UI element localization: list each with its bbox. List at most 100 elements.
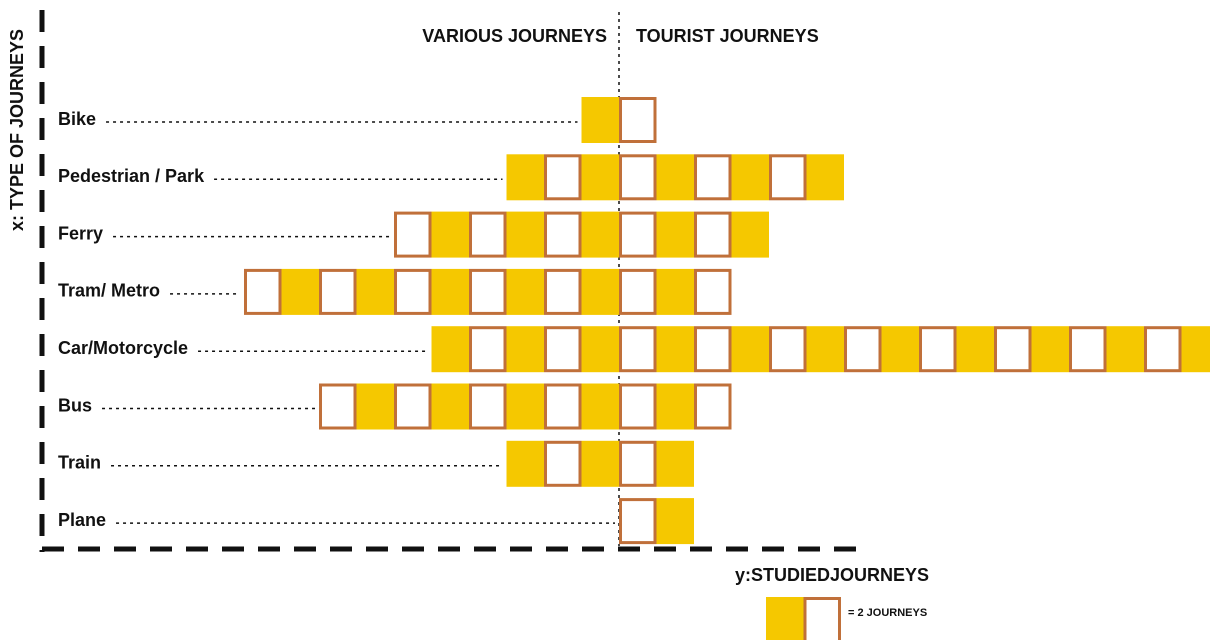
square xyxy=(394,268,432,315)
bar xyxy=(619,440,694,487)
square xyxy=(731,326,769,373)
square xyxy=(544,268,582,315)
square xyxy=(319,383,357,430)
square xyxy=(469,211,507,258)
square xyxy=(694,268,732,315)
square xyxy=(731,154,769,201)
square xyxy=(656,268,694,315)
square xyxy=(431,268,469,315)
category-label: Bike xyxy=(58,109,96,129)
square xyxy=(581,326,619,373)
bar xyxy=(619,97,657,143)
square xyxy=(994,326,1032,373)
square xyxy=(803,597,841,640)
category-label: Tram/ Metro xyxy=(58,281,160,301)
square xyxy=(319,268,357,315)
series-header: TOURIST JOURNEYS xyxy=(636,26,819,46)
square xyxy=(881,326,919,373)
square xyxy=(356,268,394,315)
square xyxy=(956,326,994,373)
bar xyxy=(619,268,732,315)
bar xyxy=(506,440,619,487)
square xyxy=(619,97,657,143)
square xyxy=(919,326,957,373)
square xyxy=(469,268,507,315)
square xyxy=(544,326,582,373)
square xyxy=(506,154,544,201)
square xyxy=(694,211,732,258)
square xyxy=(619,440,657,487)
square xyxy=(656,326,694,373)
bar xyxy=(619,211,769,258)
square xyxy=(356,383,394,430)
square xyxy=(544,154,582,201)
square xyxy=(431,326,469,373)
bar xyxy=(619,154,844,201)
square xyxy=(244,268,282,315)
square xyxy=(619,326,657,373)
square xyxy=(656,498,694,545)
square xyxy=(694,326,732,373)
series-header: VARIOUS JOURNEYS xyxy=(422,26,607,46)
square xyxy=(506,211,544,258)
y-axis-label: x: TYPE OF JOURNEYS xyxy=(7,29,27,231)
square xyxy=(431,383,469,430)
square xyxy=(394,383,432,430)
square xyxy=(1181,326,1210,373)
square xyxy=(731,211,769,258)
square xyxy=(694,154,732,201)
square xyxy=(506,268,544,315)
category-label: Bus xyxy=(58,395,92,415)
bar xyxy=(619,498,694,545)
square xyxy=(581,268,619,315)
bar xyxy=(244,268,619,315)
square xyxy=(656,383,694,430)
square xyxy=(469,383,507,430)
category-label: Pedestrian / Park xyxy=(58,166,205,186)
square xyxy=(619,211,657,258)
square xyxy=(544,440,582,487)
square xyxy=(619,498,657,545)
category-label: Car/Motorcycle xyxy=(58,338,188,358)
square xyxy=(806,326,844,373)
square xyxy=(506,440,544,487)
square xyxy=(581,440,619,487)
square xyxy=(581,97,619,143)
category-label: Ferry xyxy=(58,223,103,243)
square xyxy=(581,211,619,258)
legend-icon xyxy=(766,597,841,640)
bar xyxy=(581,97,619,143)
bar xyxy=(431,326,619,373)
bar xyxy=(319,383,619,430)
square xyxy=(656,440,694,487)
bar xyxy=(619,326,1210,373)
square xyxy=(1069,326,1107,373)
square xyxy=(619,383,657,430)
square xyxy=(544,211,582,258)
square xyxy=(506,326,544,373)
square xyxy=(766,597,804,640)
bar xyxy=(394,211,619,258)
square xyxy=(656,154,694,201)
square xyxy=(844,326,882,373)
square xyxy=(806,154,844,201)
square xyxy=(431,211,469,258)
square xyxy=(1106,326,1144,373)
square xyxy=(1031,326,1069,373)
square xyxy=(281,268,319,315)
bar xyxy=(506,154,619,201)
square xyxy=(769,154,807,201)
category-label: Plane xyxy=(58,510,106,530)
square xyxy=(469,326,507,373)
square xyxy=(544,383,582,430)
bar xyxy=(619,383,732,430)
x-axis-label: y:STUDIEDJOURNEYS xyxy=(735,565,929,585)
square xyxy=(656,211,694,258)
square xyxy=(581,383,619,430)
square xyxy=(694,383,732,430)
square xyxy=(619,154,657,201)
square xyxy=(1144,326,1182,373)
category-label: Train xyxy=(58,453,101,473)
legend-label: = 2 JOURNEYS xyxy=(848,607,927,619)
